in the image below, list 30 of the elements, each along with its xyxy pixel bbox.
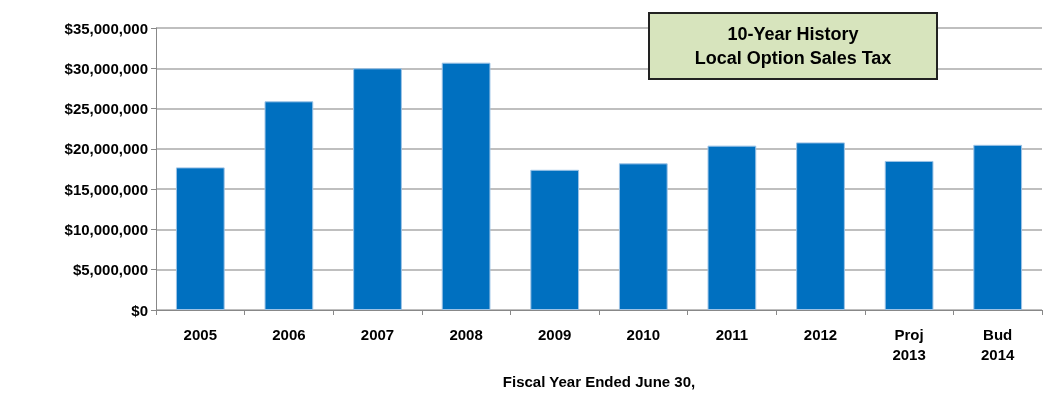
x-tick-label: Proj 2013	[892, 325, 926, 363]
x-tick-label: 2005	[183, 325, 217, 343]
y-tick-label: $10,000,000	[64, 220, 148, 238]
x-tick-label: Bud 2014	[981, 325, 1016, 363]
y-tick-label: $35,000,000	[64, 19, 148, 37]
x-tick-label: 2007	[360, 325, 395, 343]
y-tick-label: $20,000,000	[64, 140, 148, 158]
x-tick-label: 2010	[626, 325, 660, 343]
x-tick-label: 2012	[803, 325, 838, 343]
chart-title: 10-Year History Local Option Sales Tax	[693, 23, 893, 70]
x-tick-label: 2008	[449, 325, 483, 343]
bar	[353, 68, 402, 310]
y-tick-label: $0	[131, 301, 148, 319]
bar	[707, 145, 757, 310]
x-tick-label: 2009	[538, 325, 572, 343]
bar	[530, 169, 580, 310]
bar	[973, 144, 1023, 310]
x-tick-label: 2006	[272, 325, 306, 343]
bar	[796, 142, 845, 310]
bar	[264, 101, 314, 310]
y-tick-label: $30,000,000	[64, 59, 148, 77]
y-tick-label: $25,000,000	[64, 100, 148, 118]
bar	[175, 167, 225, 310]
bar	[884, 160, 934, 310]
y-tick-label: $5,000,000	[72, 261, 148, 279]
y-tick-label: $15,000,000	[64, 180, 148, 198]
bar	[441, 62, 491, 310]
bar	[618, 163, 668, 310]
x-axis-title: Fiscal Year Ended June 30,	[502, 373, 696, 390]
x-tick-label: 2011	[715, 325, 749, 343]
